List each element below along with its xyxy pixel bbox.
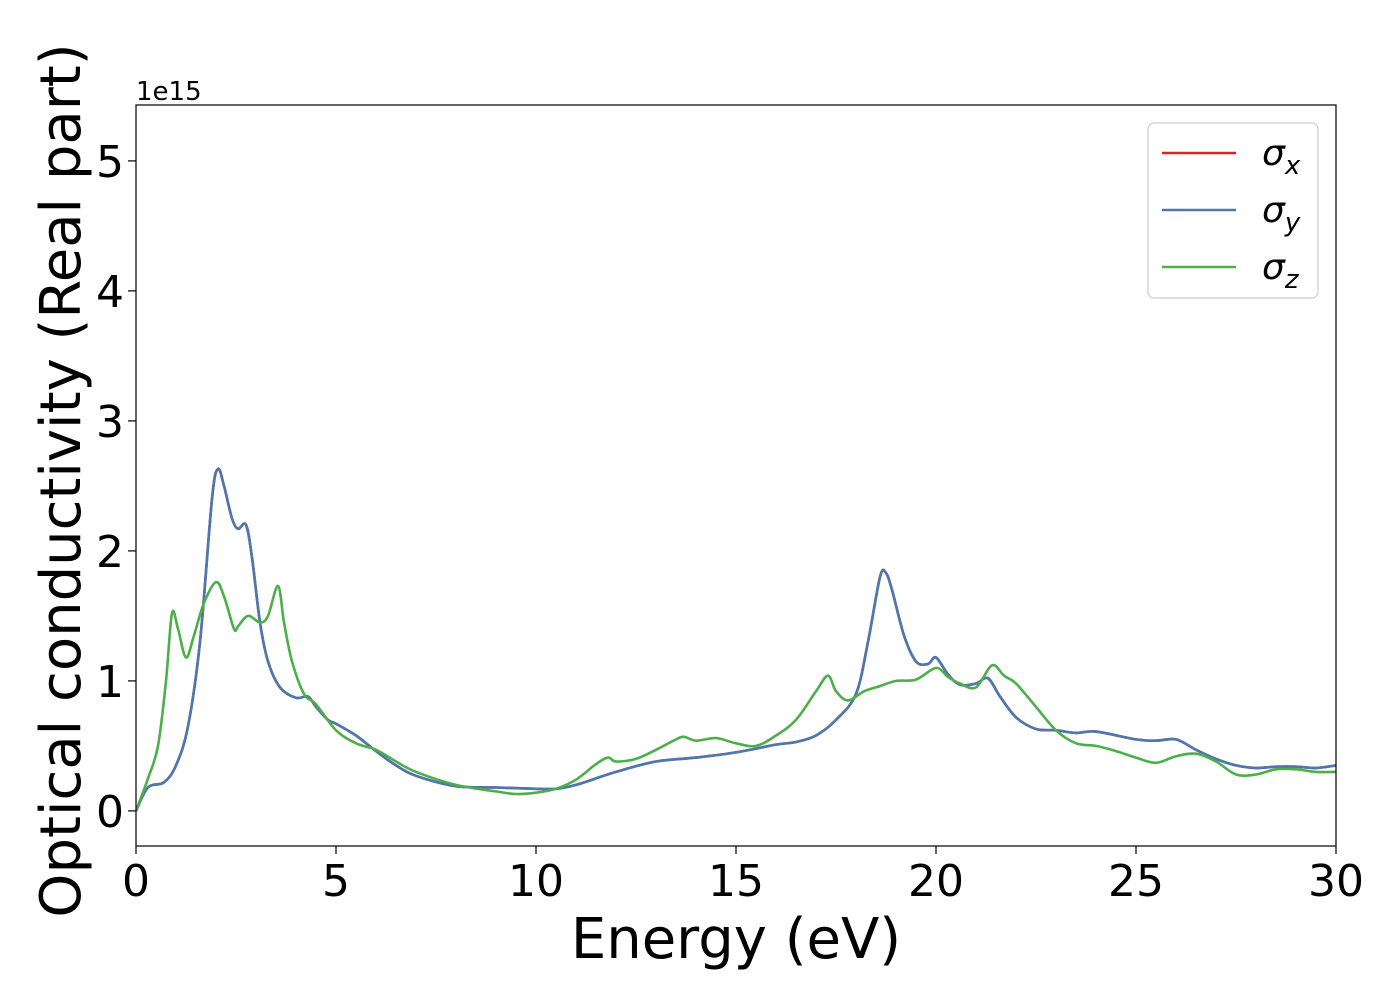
legend-label-y: σy [1262, 190, 1301, 238]
y-tick-label: 5 [96, 137, 124, 188]
x-axis-title: Energy (eV) [571, 907, 901, 972]
legend: σx σy σz [1147, 122, 1319, 299]
legend-label-x: σx [1262, 133, 1301, 181]
y-axis-title: Optical conductivity (Real part) [29, 43, 94, 917]
x-tick-label: 15 [708, 856, 764, 907]
series-layer [136, 467, 1336, 812]
x-tick-label: 0 [122, 856, 150, 907]
y-tick-label: 0 [96, 787, 124, 838]
x-tick-label: 5 [322, 856, 350, 907]
series-line-z [136, 580, 1336, 812]
y-tick-label: 1 [96, 657, 124, 708]
y-axis-ticks: 0 1 2 3 4 5 [96, 137, 136, 838]
y-offset-text: 1e15 [136, 77, 202, 107]
series-line-y [136, 467, 1336, 812]
x-tick-label: 20 [908, 856, 964, 907]
y-tick-label: 2 [96, 527, 124, 578]
x-axis-ticks: 0 5 10 15 20 25 30 [122, 846, 1364, 907]
x-tick-label: 25 [1108, 856, 1164, 907]
legend-label-z: σz [1262, 247, 1300, 295]
x-tick-label: 10 [508, 856, 564, 907]
y-tick-label: 4 [96, 267, 124, 318]
x-tick-label: 30 [1308, 856, 1364, 907]
y-tick-label: 3 [96, 397, 124, 448]
